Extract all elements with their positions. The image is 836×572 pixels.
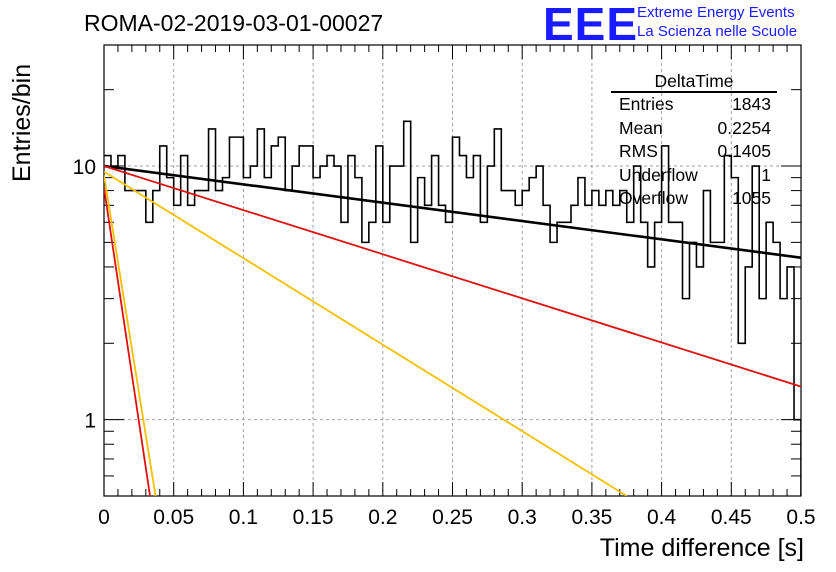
y-tick-label: 1 [84,410,96,433]
x-tick-label: 0.5 [786,506,815,529]
stats-label: Entries [619,94,674,114]
x-tick-label: 0.25 [432,506,473,529]
stats-value: 0.2254 [717,117,771,138]
x-tick-label: 0.3 [508,506,537,529]
brand-text: Extreme Energy Events La Scienza nelle S… [637,3,797,41]
x-tick-label: 0.2 [368,506,397,529]
fit-line-red [104,187,151,496]
x-tick-label: 0.1 [229,506,258,529]
y-axis-label: Entries/bin [8,63,36,182]
fit-line-black [104,164,801,259]
x-tick-label: 0 [98,506,110,529]
stats-row-underflow: Underflow 1 [611,164,777,188]
stats-row-mean: Mean 0.2254 [611,117,777,141]
stats-value: 0.1405 [717,141,771,161]
x-tick-label: 0.05 [153,506,194,529]
stats-value: 1055 [732,188,771,208]
stats-box: DeltaTime Entries 1843 Mean 0.2254 RMS 0… [611,72,777,211]
eee-logo: EEE [543,0,639,50]
stats-row-overflow: Overflow 1055 [611,187,777,211]
fit-line-yellow [104,175,157,496]
brand-line-2: La Scienza nelle Scuole [637,23,798,40]
brand-line-1: Extreme Energy Events [637,4,795,21]
x-tick-label: 0.45 [711,506,752,529]
stats-label: Overflow [619,188,689,208]
stats-row-rms: RMS 0.1405 [611,140,777,164]
fit-line-red [104,165,801,388]
stats-label: Underflow [619,164,698,185]
chart-title: ROMA-02-2019-03-01-00027 [84,10,384,36]
stats-row-entries: Entries 1843 [611,93,777,117]
x-axis-label: Time difference [s] [599,534,804,562]
stats-label: RMS [619,141,658,161]
y-tick-label: 10 [73,156,96,179]
x-tick-label: 0.15 [293,506,334,529]
stats-value: 1843 [732,94,771,114]
x-tick-label: 0.35 [571,506,612,529]
stats-label: Mean [619,117,663,138]
histogram-series [104,120,801,496]
stats-title: DeltaTime [611,72,777,93]
stats-value: 1 [761,164,771,185]
x-tick-label: 0.4 [647,506,677,529]
fit-line-yellow [104,170,628,496]
